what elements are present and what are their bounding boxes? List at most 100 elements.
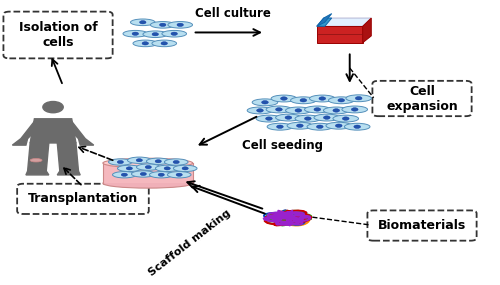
Ellipse shape (319, 97, 326, 100)
Ellipse shape (161, 42, 168, 45)
Ellipse shape (286, 107, 311, 114)
Polygon shape (28, 143, 49, 171)
Ellipse shape (150, 172, 173, 178)
Ellipse shape (136, 164, 160, 170)
Text: Scaffold making: Scaffold making (147, 208, 233, 278)
Text: Biomaterials: Biomaterials (378, 219, 466, 232)
Ellipse shape (156, 165, 179, 172)
Ellipse shape (133, 40, 158, 47)
Ellipse shape (287, 122, 312, 129)
Ellipse shape (267, 123, 292, 130)
FancyBboxPatch shape (368, 210, 476, 241)
Ellipse shape (158, 173, 164, 176)
Ellipse shape (140, 21, 146, 24)
FancyBboxPatch shape (4, 12, 112, 58)
Ellipse shape (338, 99, 344, 102)
Polygon shape (317, 18, 332, 26)
Ellipse shape (290, 97, 316, 104)
Ellipse shape (295, 109, 302, 112)
Polygon shape (26, 171, 49, 175)
Ellipse shape (285, 116, 292, 119)
Ellipse shape (276, 114, 301, 121)
Ellipse shape (333, 109, 340, 112)
Polygon shape (103, 163, 192, 183)
Polygon shape (317, 26, 362, 43)
Ellipse shape (128, 157, 151, 163)
Ellipse shape (142, 42, 148, 45)
Ellipse shape (266, 117, 272, 120)
Polygon shape (65, 121, 94, 145)
Polygon shape (317, 14, 332, 26)
Ellipse shape (300, 99, 306, 102)
Ellipse shape (43, 101, 63, 113)
Ellipse shape (30, 158, 42, 162)
Ellipse shape (256, 109, 264, 112)
Ellipse shape (344, 123, 370, 130)
Ellipse shape (112, 172, 136, 178)
Ellipse shape (121, 173, 128, 176)
Ellipse shape (342, 106, 367, 113)
Ellipse shape (328, 97, 354, 104)
Ellipse shape (314, 114, 340, 121)
Ellipse shape (304, 106, 330, 113)
Ellipse shape (326, 122, 351, 129)
Ellipse shape (136, 159, 142, 162)
Ellipse shape (314, 108, 320, 111)
Ellipse shape (143, 31, 168, 38)
Ellipse shape (295, 115, 320, 122)
Ellipse shape (256, 115, 281, 122)
Ellipse shape (310, 95, 335, 102)
Ellipse shape (336, 124, 342, 127)
Ellipse shape (108, 159, 132, 165)
Polygon shape (30, 119, 76, 143)
Ellipse shape (307, 123, 332, 130)
Ellipse shape (276, 125, 283, 129)
Ellipse shape (140, 172, 146, 176)
Ellipse shape (130, 19, 155, 26)
Ellipse shape (117, 160, 123, 164)
Ellipse shape (160, 23, 166, 27)
Ellipse shape (118, 165, 141, 172)
Ellipse shape (271, 95, 296, 102)
Ellipse shape (324, 107, 349, 114)
Ellipse shape (162, 30, 186, 37)
Ellipse shape (280, 97, 287, 100)
Ellipse shape (103, 158, 192, 168)
Ellipse shape (266, 106, 291, 113)
Ellipse shape (346, 95, 372, 102)
Polygon shape (362, 18, 372, 43)
Ellipse shape (132, 171, 155, 177)
Ellipse shape (168, 22, 192, 28)
Text: Isolation of
cells: Isolation of cells (18, 21, 98, 49)
Ellipse shape (352, 108, 358, 111)
Ellipse shape (354, 125, 360, 129)
Ellipse shape (152, 40, 176, 47)
Ellipse shape (252, 99, 278, 106)
Ellipse shape (177, 23, 184, 27)
Polygon shape (317, 18, 372, 26)
Ellipse shape (145, 166, 152, 169)
Ellipse shape (356, 97, 362, 100)
Ellipse shape (342, 117, 349, 120)
Text: Cell
expansion: Cell expansion (386, 85, 458, 113)
Text: Cell culture: Cell culture (194, 7, 270, 20)
Ellipse shape (152, 32, 158, 36)
Ellipse shape (132, 32, 138, 35)
Ellipse shape (296, 124, 303, 127)
Polygon shape (58, 171, 80, 175)
Ellipse shape (146, 158, 170, 164)
Text: Transplantation: Transplantation (28, 192, 138, 205)
Ellipse shape (164, 159, 188, 165)
FancyBboxPatch shape (372, 81, 472, 116)
Ellipse shape (150, 22, 175, 28)
Ellipse shape (173, 160, 180, 164)
Ellipse shape (262, 101, 268, 104)
Ellipse shape (174, 165, 197, 172)
Ellipse shape (324, 116, 330, 119)
Ellipse shape (155, 160, 162, 163)
Ellipse shape (316, 125, 323, 129)
Ellipse shape (168, 172, 191, 178)
Ellipse shape (171, 32, 177, 35)
Ellipse shape (333, 115, 358, 122)
Ellipse shape (182, 167, 188, 170)
